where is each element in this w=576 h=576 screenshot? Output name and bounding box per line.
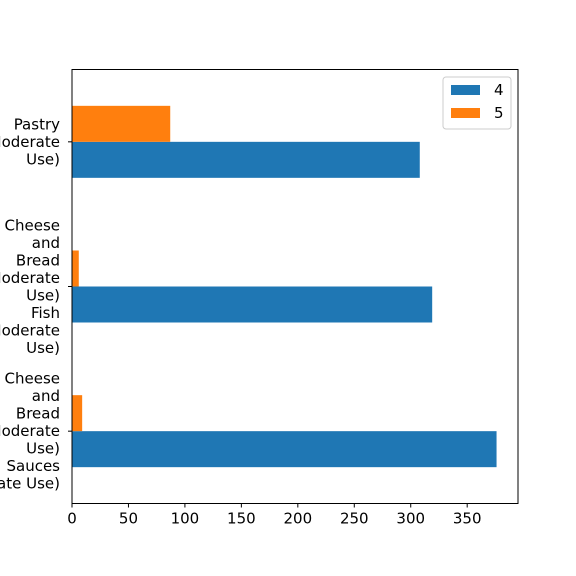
legend-label-5: 5 [494,104,504,122]
x-tick-label-0: 0 [67,510,77,528]
legend-swatch-5 [451,108,480,118]
x-tick-label-250: 250 [340,510,369,528]
bar-series-4-cat-2 [72,286,433,323]
bar-series-5-cat-1 [72,105,171,142]
x-tick-label-200: 200 [284,510,313,528]
legend-label-4: 4 [494,81,504,99]
bar-series-4-cat-3 [72,431,497,468]
x-tick-label-150: 150 [227,510,256,528]
bar-series-5-cat-2 [72,250,79,287]
x-tick-label-350: 350 [453,510,482,528]
x-tick-label-50: 50 [119,510,138,528]
legend-swatch-4 [451,85,480,95]
category-label-3: CheeseandBread(ModerateUse)Sauces(Modera… [0,370,60,493]
category-label-2: CheeseandBread(ModerateUse)Fish(Moderate… [0,216,60,357]
category-labels: Pastry(ModerateUse) CheeseandBread(Modera… [0,115,72,493]
category-label-1: Pastry(ModerateUse) [0,115,60,168]
bar-series-4-cat-1 [72,141,420,178]
x-tick-label-100: 100 [171,510,200,528]
legend: 45 [442,76,512,130]
bars-group [72,105,497,468]
x-tick-label-300: 300 [396,510,425,528]
plot-frame [71,69,519,504]
bar-series-5-cat-3 [72,395,83,432]
x-axis: 0 50 100 150 200 250 300 350 [67,503,482,528]
